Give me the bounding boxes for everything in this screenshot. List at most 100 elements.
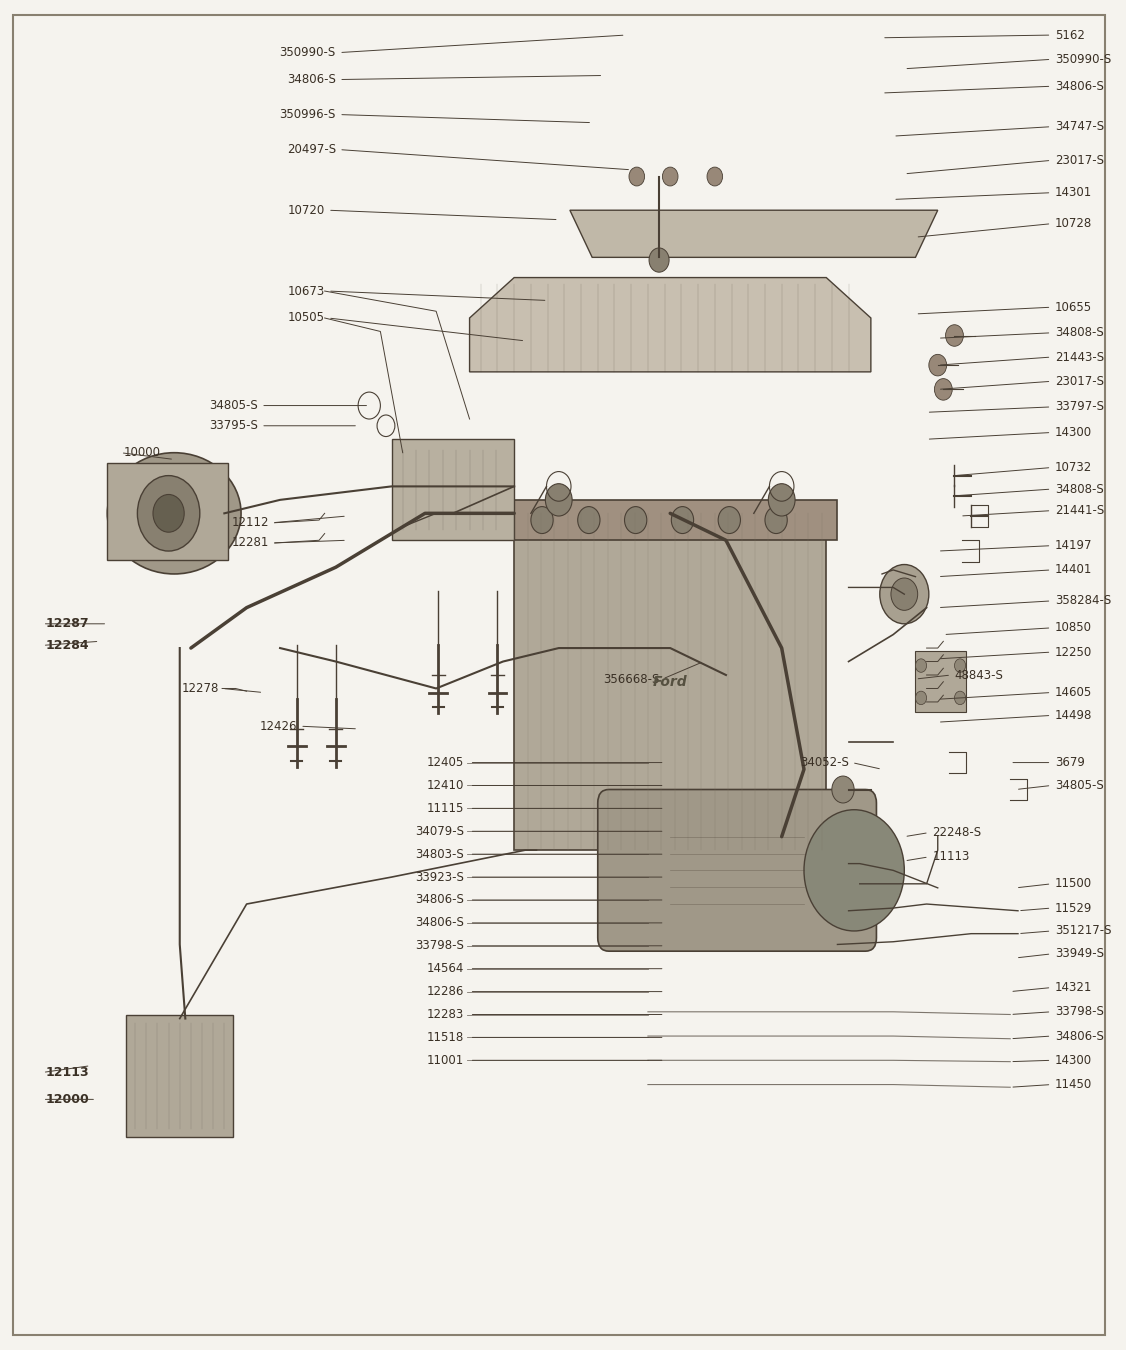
Text: 14401: 14401 — [1055, 563, 1092, 576]
Text: 34803-S: 34803-S — [415, 848, 464, 861]
Circle shape — [707, 167, 723, 186]
Circle shape — [891, 578, 918, 610]
Text: 12250: 12250 — [1055, 645, 1092, 659]
Text: 33798-S: 33798-S — [1055, 1006, 1103, 1018]
Text: 34808-S: 34808-S — [1055, 482, 1103, 495]
Text: 34805-S: 34805-S — [1055, 779, 1103, 792]
Text: 5162: 5162 — [1055, 28, 1084, 42]
Text: 12112: 12112 — [232, 516, 269, 529]
Text: 14301: 14301 — [1055, 186, 1092, 200]
Polygon shape — [570, 211, 938, 258]
Circle shape — [671, 506, 694, 533]
Text: 3679: 3679 — [1055, 756, 1084, 770]
Text: 14564: 14564 — [427, 963, 464, 975]
Text: Ford: Ford — [653, 675, 688, 688]
Circle shape — [578, 506, 600, 533]
Text: 11518: 11518 — [427, 1031, 464, 1044]
FancyBboxPatch shape — [515, 513, 826, 850]
Circle shape — [955, 659, 966, 672]
Text: 356668-S: 356668-S — [602, 672, 659, 686]
Circle shape — [649, 248, 669, 273]
Text: 12113: 12113 — [46, 1066, 90, 1079]
Text: 20497-S: 20497-S — [287, 143, 336, 157]
Text: 12283: 12283 — [427, 1008, 464, 1021]
Text: 22248-S: 22248-S — [932, 826, 981, 840]
Ellipse shape — [107, 452, 241, 574]
Text: 11529: 11529 — [1055, 902, 1092, 914]
Circle shape — [718, 506, 741, 533]
Text: 10505: 10505 — [287, 312, 324, 324]
Text: 34806-S: 34806-S — [287, 73, 336, 86]
Text: 12000: 12000 — [46, 1094, 90, 1106]
Text: 34805-S: 34805-S — [209, 400, 258, 412]
Text: 351217-S: 351217-S — [1055, 925, 1111, 937]
Text: 34806-S: 34806-S — [415, 894, 464, 906]
Text: 10850: 10850 — [1055, 621, 1092, 634]
Polygon shape — [470, 278, 870, 371]
Circle shape — [545, 483, 572, 516]
Circle shape — [915, 659, 927, 672]
Text: 34747-S: 34747-S — [1055, 120, 1103, 134]
Text: 12281: 12281 — [232, 536, 269, 549]
Text: 48843-S: 48843-S — [955, 668, 1003, 682]
FancyBboxPatch shape — [126, 1014, 233, 1137]
Text: 34806-S: 34806-S — [1055, 80, 1103, 93]
Circle shape — [804, 810, 904, 932]
Bar — [107, 463, 227, 560]
Text: 14321: 14321 — [1055, 981, 1092, 994]
Text: 12284: 12284 — [46, 639, 90, 652]
Text: 350990-S: 350990-S — [279, 46, 336, 59]
Bar — [503, 500, 838, 540]
FancyBboxPatch shape — [392, 439, 515, 540]
Circle shape — [530, 506, 553, 533]
Text: 12405: 12405 — [427, 756, 464, 770]
Circle shape — [629, 167, 644, 186]
Text: 33923-S: 33923-S — [415, 871, 464, 884]
Text: 11113: 11113 — [932, 850, 969, 864]
Circle shape — [955, 691, 966, 705]
Circle shape — [935, 378, 953, 400]
Text: 33795-S: 33795-S — [209, 420, 258, 432]
Circle shape — [768, 483, 795, 516]
Circle shape — [765, 506, 787, 533]
Text: 33949-S: 33949-S — [1055, 948, 1103, 960]
Text: 11115: 11115 — [427, 802, 464, 815]
Text: 10732: 10732 — [1055, 462, 1092, 474]
Circle shape — [153, 494, 185, 532]
Text: 34079-S: 34079-S — [415, 825, 464, 838]
Text: 10655: 10655 — [1055, 301, 1092, 313]
Text: 14300: 14300 — [1055, 1054, 1092, 1067]
Text: 10728: 10728 — [1055, 217, 1092, 231]
Bar — [915, 652, 966, 711]
Text: 33798-S: 33798-S — [415, 940, 464, 952]
Text: 11500: 11500 — [1055, 878, 1092, 890]
Text: 11001: 11001 — [427, 1054, 464, 1067]
Text: 350996-S: 350996-S — [279, 108, 336, 122]
Text: 10000: 10000 — [124, 447, 161, 459]
Text: 12287: 12287 — [46, 617, 90, 630]
Text: 14605: 14605 — [1055, 686, 1092, 699]
Text: 23017-S: 23017-S — [1055, 375, 1103, 387]
Text: 12286: 12286 — [427, 986, 464, 998]
Text: 21441-S: 21441-S — [1055, 504, 1105, 517]
Circle shape — [929, 354, 947, 375]
Circle shape — [137, 475, 199, 551]
Circle shape — [915, 691, 927, 705]
Text: 10720: 10720 — [287, 204, 324, 217]
Text: 350990-S: 350990-S — [1055, 53, 1111, 66]
Text: 34052-S: 34052-S — [799, 756, 849, 770]
Circle shape — [879, 564, 929, 624]
Text: 12410: 12410 — [427, 779, 464, 792]
Text: 14197: 14197 — [1055, 539, 1092, 552]
Text: 21443-S: 21443-S — [1055, 351, 1103, 363]
Text: 11450: 11450 — [1055, 1079, 1092, 1091]
Text: 14498: 14498 — [1055, 709, 1092, 722]
Text: 34808-S: 34808-S — [1055, 327, 1103, 339]
Text: 12426: 12426 — [259, 720, 297, 733]
Text: 10673: 10673 — [287, 285, 324, 297]
Text: 33797-S: 33797-S — [1055, 401, 1103, 413]
Text: 23017-S: 23017-S — [1055, 154, 1103, 167]
Text: 358284-S: 358284-S — [1055, 594, 1111, 608]
Text: 34806-S: 34806-S — [415, 917, 464, 929]
FancyBboxPatch shape — [598, 790, 876, 952]
